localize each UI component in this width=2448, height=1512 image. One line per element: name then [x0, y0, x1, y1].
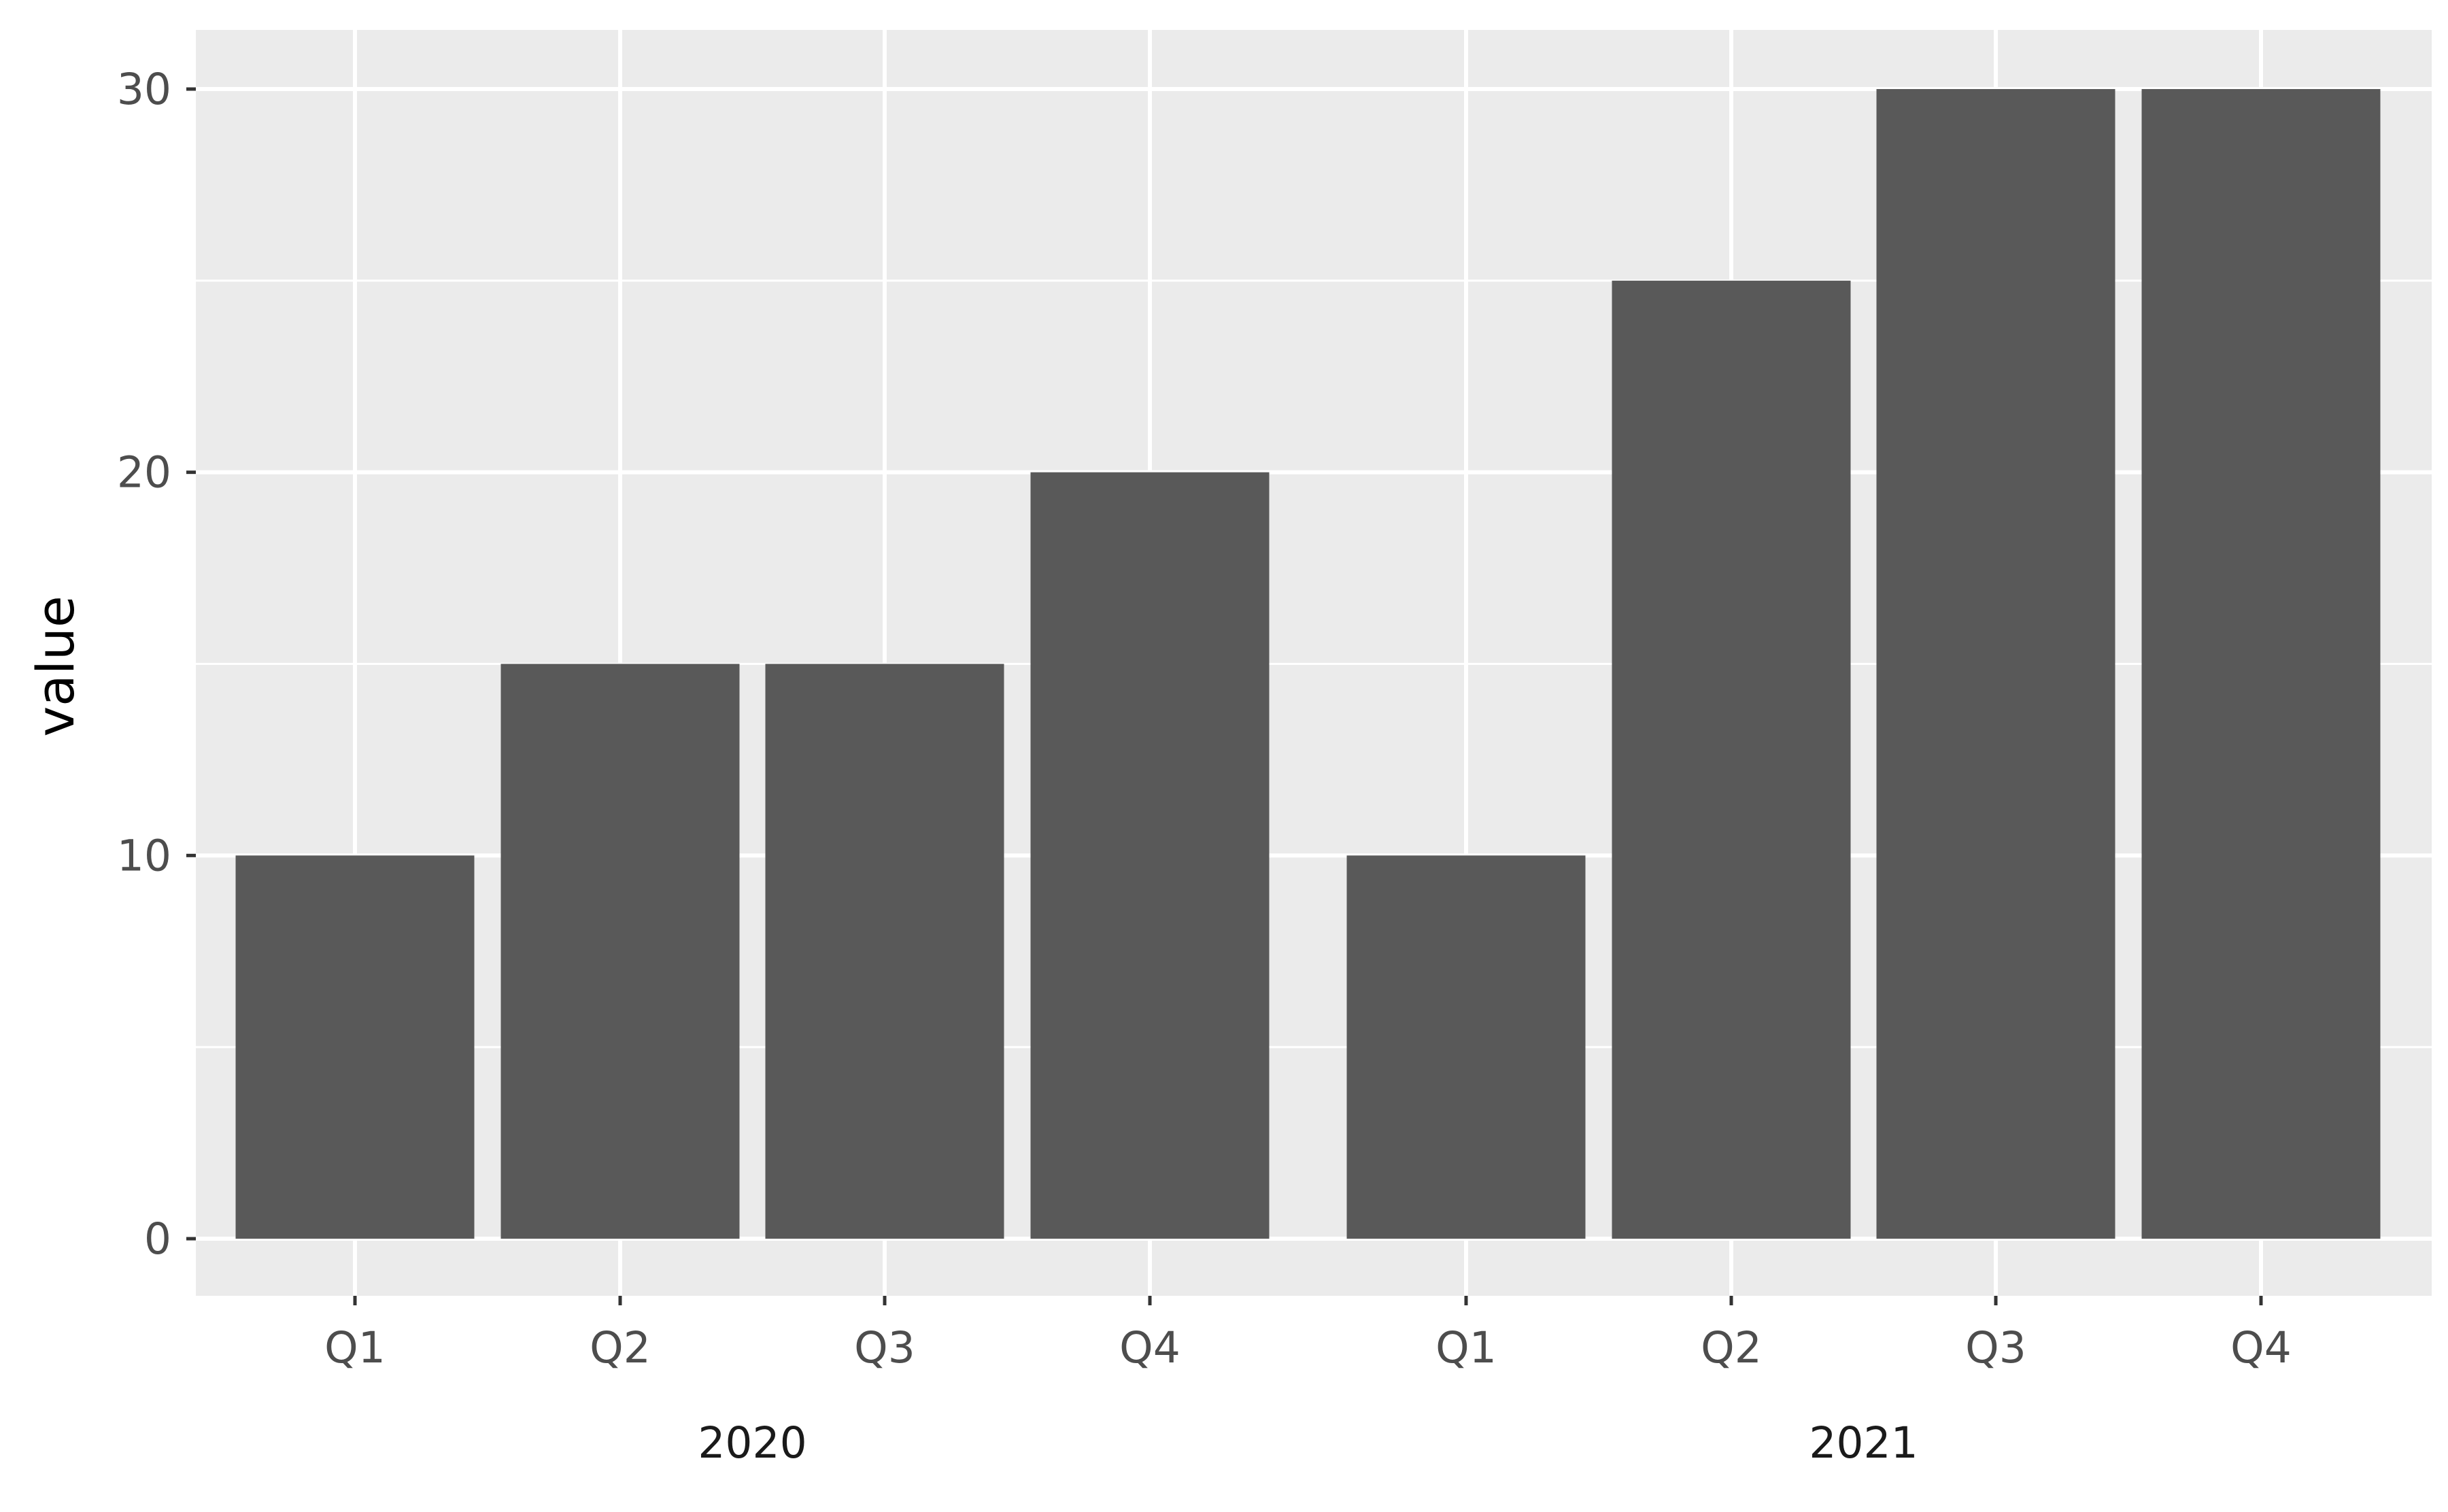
x-tick-label: Q1: [1435, 1323, 1497, 1373]
group-label-2021: 2021: [1809, 1418, 1918, 1468]
y-tick-label: 10: [117, 831, 171, 880]
x-tick-label: Q1: [324, 1323, 386, 1373]
y-axis-title: value: [25, 596, 86, 737]
y-tick-label: 30: [117, 65, 171, 114]
bar-2021-Q4: [2141, 89, 2381, 1239]
bar-2020-Q1: [235, 855, 475, 1239]
x-tick-label: Q2: [1701, 1323, 1762, 1373]
bar-2021-Q2: [1612, 280, 1851, 1239]
x-tick-label: Q3: [1965, 1323, 2026, 1373]
group-label-2020: 2020: [698, 1418, 806, 1468]
bar-2021-Q3: [1876, 89, 2115, 1239]
bar-2020-Q3: [765, 664, 1004, 1239]
y-tick-label: 20: [117, 448, 171, 498]
x-tick-label: Q4: [1119, 1323, 1180, 1373]
x-tick-label: Q2: [590, 1323, 651, 1373]
y-tick-label: 0: [144, 1214, 171, 1264]
x-tick-label: Q3: [854, 1323, 915, 1373]
bar-2021-Q1: [1346, 855, 1586, 1239]
x-tick-label: Q4: [2230, 1323, 2292, 1373]
bar-2020-Q2: [500, 664, 740, 1239]
bar-2020-Q4: [1030, 472, 1270, 1239]
